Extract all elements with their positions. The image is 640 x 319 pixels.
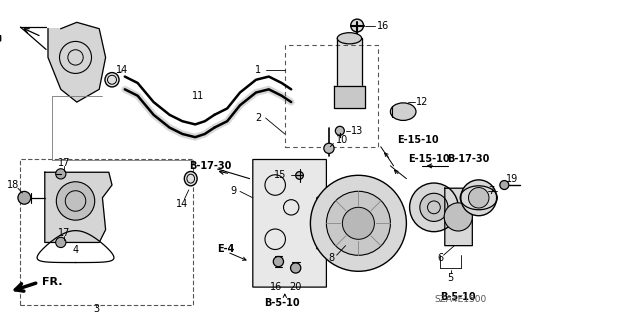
Text: 4: 4 (72, 245, 79, 256)
Ellipse shape (337, 33, 362, 44)
Text: 20: 20 (289, 282, 302, 292)
Polygon shape (445, 188, 472, 246)
Polygon shape (337, 38, 362, 102)
Circle shape (335, 126, 344, 135)
Circle shape (56, 182, 95, 220)
Text: 16: 16 (376, 20, 389, 31)
Text: E-4: E-4 (218, 244, 235, 254)
Text: 19: 19 (506, 174, 518, 184)
Bar (285, 45, 378, 147)
Text: 1: 1 (255, 65, 261, 75)
Circle shape (56, 169, 66, 179)
Circle shape (468, 188, 489, 208)
Text: 7: 7 (488, 186, 495, 197)
Circle shape (291, 263, 301, 273)
Circle shape (444, 203, 472, 231)
Text: 3: 3 (93, 304, 99, 315)
Circle shape (324, 143, 334, 153)
Text: B-17-30: B-17-30 (189, 161, 231, 171)
Ellipse shape (105, 73, 119, 87)
Circle shape (18, 191, 31, 204)
Text: 9: 9 (230, 186, 237, 197)
Circle shape (310, 175, 406, 271)
Text: 17: 17 (58, 158, 70, 168)
Circle shape (342, 207, 374, 239)
Text: 14: 14 (115, 65, 128, 75)
Text: 13: 13 (351, 126, 363, 136)
Polygon shape (48, 22, 106, 102)
Text: 10: 10 (336, 135, 348, 145)
Text: 15: 15 (275, 170, 287, 181)
Circle shape (326, 191, 390, 255)
Text: FR.: FR. (42, 277, 62, 287)
Circle shape (420, 193, 448, 221)
Text: B-5-10: B-5-10 (440, 292, 476, 302)
Circle shape (273, 256, 284, 267)
Text: B-5-10: B-5-10 (264, 298, 300, 308)
Ellipse shape (184, 171, 197, 186)
Text: E-15-10: E-15-10 (397, 135, 438, 145)
Circle shape (500, 181, 509, 189)
Text: E-15-10: E-15-10 (408, 154, 450, 165)
Text: B-17-30: B-17-30 (447, 154, 489, 165)
Text: 14: 14 (176, 199, 189, 209)
Text: 6: 6 (437, 253, 444, 263)
Text: 17: 17 (58, 228, 70, 238)
Polygon shape (45, 172, 112, 242)
Circle shape (296, 172, 303, 179)
Text: 5: 5 (447, 272, 454, 283)
Text: 18: 18 (6, 180, 19, 190)
Text: SZA4E1500: SZA4E1500 (435, 295, 487, 304)
Circle shape (461, 180, 497, 216)
Ellipse shape (390, 103, 416, 121)
Text: 16: 16 (270, 282, 283, 292)
Bar (20, 160, 193, 305)
Text: 11: 11 (192, 91, 205, 101)
Text: 8: 8 (328, 253, 335, 263)
PathPatch shape (253, 160, 326, 287)
Circle shape (410, 183, 458, 232)
Text: 12: 12 (416, 97, 429, 107)
Circle shape (351, 19, 364, 32)
Polygon shape (334, 86, 365, 108)
Text: 2: 2 (255, 113, 261, 123)
Circle shape (56, 237, 66, 248)
